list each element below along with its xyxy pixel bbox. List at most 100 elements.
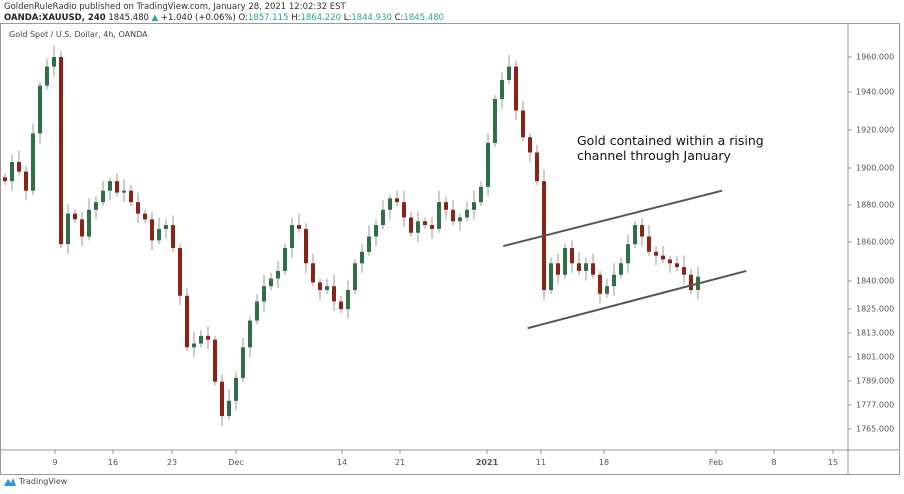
candle	[654, 246, 658, 266]
brand-name: TradingView	[19, 477, 68, 486]
candle-body	[80, 219, 84, 237]
chart-frame	[0, 23, 900, 475]
candle	[675, 255, 679, 271]
candle	[563, 244, 567, 279]
candle	[339, 295, 343, 313]
candle-body	[164, 225, 168, 229]
candle-body	[465, 209, 469, 218]
candle-body	[122, 190, 126, 193]
candle-body	[31, 133, 35, 191]
candle	[115, 173, 119, 197]
candle-body	[598, 274, 602, 294]
candle-body	[59, 57, 63, 245]
candle-body	[17, 162, 21, 172]
candle-body	[290, 225, 294, 248]
candle	[493, 95, 497, 147]
candle-body	[668, 259, 672, 264]
candle	[633, 221, 637, 248]
candle-body	[458, 217, 462, 222]
candle	[374, 219, 378, 247]
candle	[570, 240, 574, 273]
candle-body	[374, 225, 378, 237]
candle	[185, 288, 189, 352]
candle	[584, 257, 588, 281]
candle-body	[269, 278, 273, 287]
candle-body	[423, 221, 427, 226]
candle-body	[430, 225, 434, 229]
x-tick-label: Feb	[708, 458, 724, 467]
y-tick-label: 1801.000	[856, 352, 895, 362]
candle	[409, 211, 413, 237]
candle-body	[388, 198, 392, 210]
change: +1.040 (+0.06%)	[160, 13, 236, 23]
candle	[318, 278, 322, 300]
candle-body	[563, 248, 567, 275]
candle	[549, 257, 553, 294]
candle-body	[129, 190, 133, 203]
candle	[647, 225, 651, 256]
candle	[388, 194, 392, 220]
candle	[234, 372, 238, 411]
candle	[689, 269, 693, 294]
candle-body	[52, 57, 56, 67]
candle-body	[255, 301, 259, 321]
candle	[73, 209, 77, 224]
candle-body	[325, 286, 329, 291]
candle-body	[444, 202, 448, 210]
candle-body	[73, 213, 77, 220]
candle	[619, 257, 623, 279]
channel-lower-line[interactable]	[527, 269, 747, 330]
candle-body	[626, 244, 630, 264]
candle	[136, 192, 140, 224]
candle-body	[535, 152, 539, 182]
candle	[668, 255, 672, 273]
candle	[640, 217, 644, 247]
candle	[325, 278, 329, 294]
candle	[598, 270, 602, 304]
candle	[241, 337, 245, 382]
x-tick-label: 15	[827, 458, 839, 467]
x-tick-label: 9	[52, 458, 58, 467]
candle-body	[283, 248, 287, 271]
candle-body	[157, 228, 161, 241]
candle-body	[479, 186, 483, 203]
candle-body	[402, 202, 406, 218]
candle	[45, 58, 49, 90]
candle	[269, 272, 273, 291]
candle-body	[143, 213, 147, 220]
candle	[10, 154, 14, 191]
candle	[122, 179, 126, 203]
high-value: 1864.220	[300, 13, 342, 23]
candle-body	[514, 66, 518, 111]
channel-upper-line[interactable]	[503, 189, 723, 248]
candle-body	[234, 377, 238, 401]
low-value: 1844.930	[351, 13, 392, 23]
candle	[451, 200, 455, 226]
candle	[213, 335, 217, 386]
open-value: 1857.115	[247, 13, 289, 23]
candle-body	[605, 286, 609, 294]
candle	[304, 223, 308, 273]
candle	[556, 253, 560, 285]
candle	[500, 72, 504, 109]
candle	[535, 144, 539, 185]
candle	[486, 133, 490, 197]
candle	[612, 263, 616, 296]
candle-body	[633, 225, 637, 245]
tradingview-logo[interactable]: TradingView	[4, 477, 67, 486]
candle-body	[213, 339, 217, 382]
candle	[395, 190, 399, 206]
candle	[465, 202, 469, 222]
y-tick-label: 1860.000	[856, 237, 895, 247]
candle-body	[332, 286, 336, 302]
candle	[297, 213, 301, 233]
candle-body	[108, 181, 112, 191]
y-tick-label: 1960.000	[856, 52, 895, 62]
x-tick-label: 8	[771, 458, 777, 467]
candle-body	[500, 79, 504, 100]
candle-body	[297, 225, 301, 229]
candle	[24, 165, 28, 201]
candle-body	[381, 209, 385, 226]
close-value: 1845.480	[403, 13, 444, 23]
